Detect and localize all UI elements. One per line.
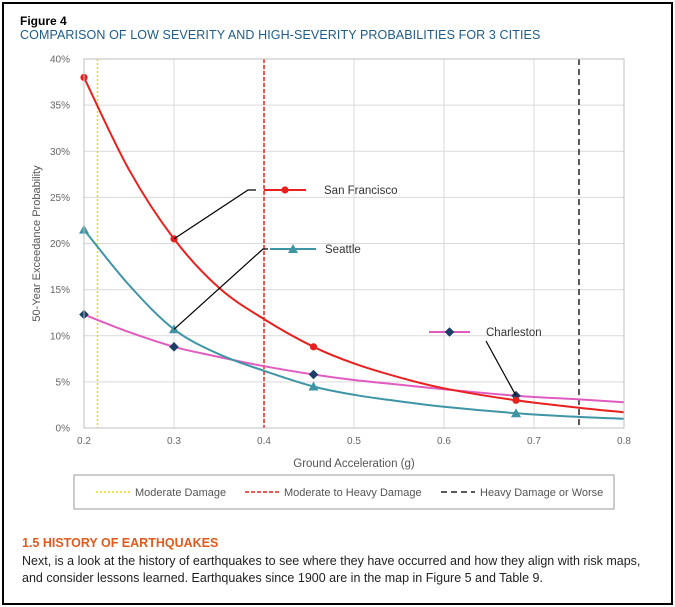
x-axis-title: Ground Acceleration (g) bbox=[293, 458, 415, 470]
legend-label-moderate-to-heavy-damage: Moderate to Heavy Damage bbox=[284, 487, 422, 499]
callout-marker-san-francisco bbox=[281, 186, 289, 194]
data-point-charleston bbox=[511, 390, 521, 401]
plot-border bbox=[83, 58, 625, 429]
figure-label: Figure 4 bbox=[20, 14, 67, 28]
y-tick-label: 30% bbox=[50, 147, 70, 158]
y-tick-label: 15% bbox=[50, 285, 70, 296]
y-tick-label: 35% bbox=[50, 101, 70, 112]
data-point-san-francisco bbox=[512, 396, 520, 404]
callout-marker-charleston bbox=[444, 327, 455, 337]
callout-leader-charleston bbox=[485, 340, 517, 396]
callout-leader-san-francisco bbox=[173, 189, 256, 240]
x-tick-label: 0.8 bbox=[617, 436, 631, 447]
y-tick-label: 0% bbox=[56, 424, 71, 435]
x-tick-label: 0.3 bbox=[167, 436, 181, 447]
y-tick-label: 25% bbox=[50, 193, 70, 204]
legend-label-heavy-damage-or-worse: Heavy Damage or Worse bbox=[480, 487, 603, 499]
data-point-seattle bbox=[308, 381, 319, 391]
figure-title: COMPARISON OF LOW SEVERITY AND HIGH-SEVE… bbox=[20, 28, 541, 42]
y-axis-title: 50-Year Exceedance Probability bbox=[31, 165, 43, 322]
x-tick-label: 0.5 bbox=[347, 436, 361, 447]
data-point-charleston bbox=[169, 342, 179, 352]
legend-box bbox=[73, 474, 615, 510]
y-tick-label: 20% bbox=[50, 239, 70, 250]
callout-label-san-francisco: San Francisco bbox=[324, 185, 398, 197]
callout-label-charleston: Charleston bbox=[486, 327, 542, 339]
callout-marker-seattle bbox=[288, 244, 298, 253]
y-tick-label: 10% bbox=[50, 331, 70, 342]
section-heading: 1.5 HISTORY OF EARTHQUAKES bbox=[22, 536, 219, 550]
callout-label-seattle: Seattle bbox=[325, 244, 361, 256]
x-tick-label: 0.7 bbox=[527, 436, 541, 447]
x-tick-label: 0.6 bbox=[437, 436, 451, 447]
x-tick-label: 0.4 bbox=[257, 436, 271, 447]
data-point-charleston bbox=[308, 369, 319, 380]
data-point-san-francisco bbox=[309, 343, 318, 351]
callout-leader-seattle bbox=[173, 248, 268, 330]
y-tick-label: 5% bbox=[56, 377, 71, 388]
data-point-seattle bbox=[511, 408, 521, 418]
section-body: Next, is a look at the history of earthq… bbox=[22, 554, 641, 585]
legend-label-moderate-damage: Moderate Damage bbox=[135, 487, 226, 499]
y-tick-label: 40% bbox=[50, 55, 70, 66]
x-tick-label: 0.2 bbox=[77, 436, 91, 447]
